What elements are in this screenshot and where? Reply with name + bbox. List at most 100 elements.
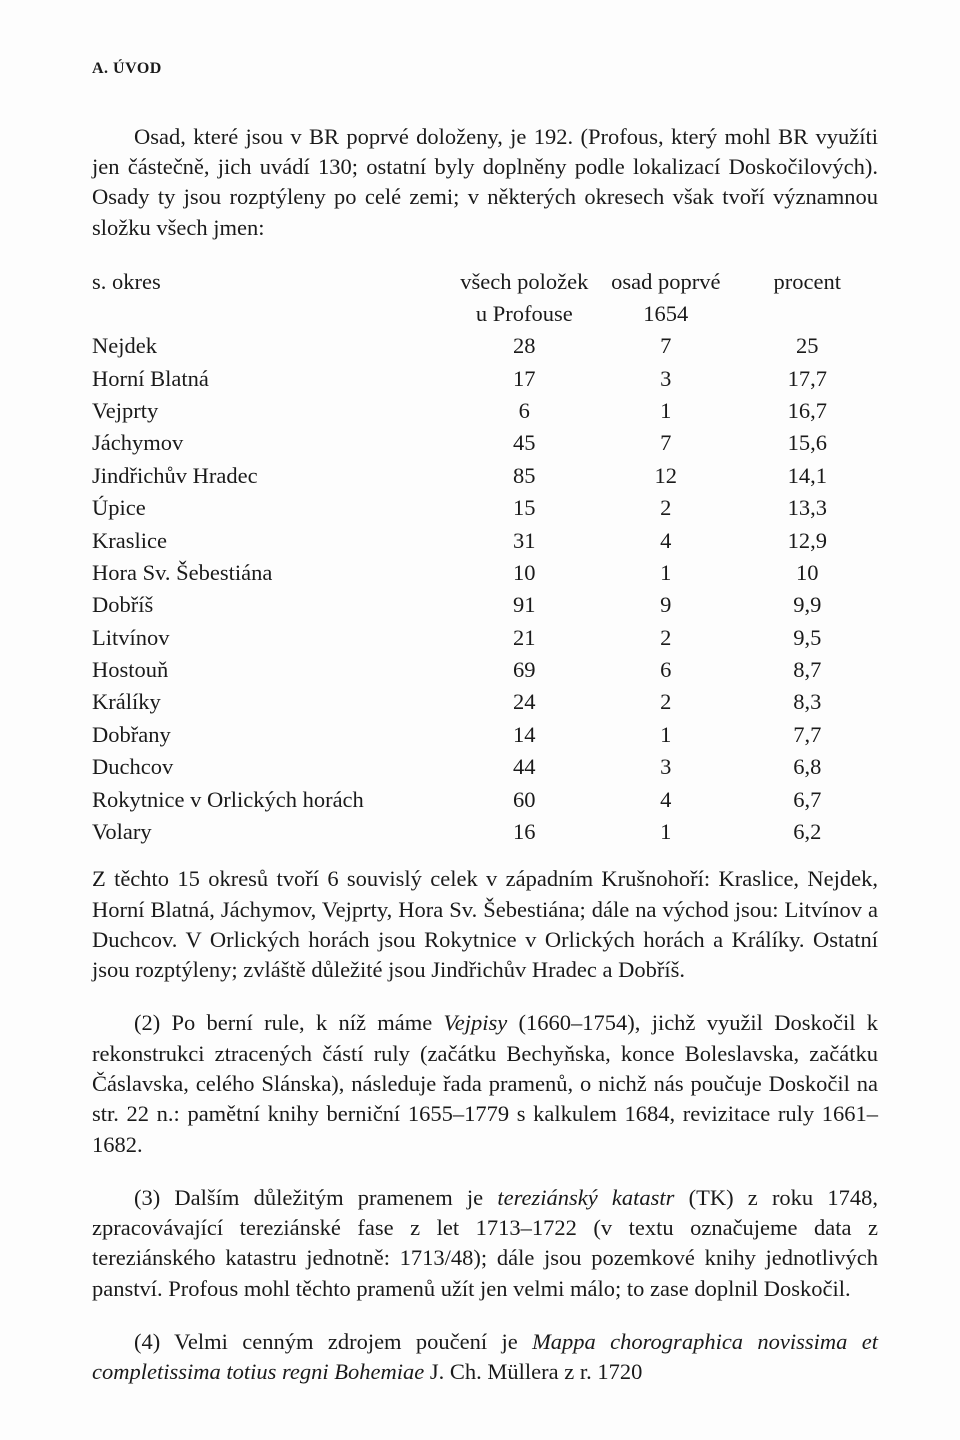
table-row: Hora Sv. Šebestiána10110 <box>92 557 878 589</box>
table-cell: 6 <box>595 654 736 686</box>
table-cell: Nejdek <box>92 330 454 362</box>
table-cell: 16 <box>454 816 595 848</box>
table-cell: 24 <box>454 686 595 718</box>
table-cell: 2 <box>595 492 736 524</box>
table-cell: 17,7 <box>737 363 879 395</box>
table-cell: 9 <box>595 589 736 621</box>
table-cell: Králíky <box>92 686 454 718</box>
p5-lead: (4) Velmi cenným zdrojem poučení je <box>134 1329 532 1354</box>
table-row: Nejdek28725 <box>92 330 878 362</box>
table-cell: 3 <box>595 363 736 395</box>
table-cell: 7,7 <box>737 719 879 751</box>
p3-italic: Vejpisy <box>444 1010 508 1035</box>
table-cell: Horní Blatná <box>92 363 454 395</box>
table-cell: 69 <box>454 654 595 686</box>
table-cell: 85 <box>454 460 595 492</box>
table-cell: 2 <box>595 622 736 654</box>
table-row: Rokytnice v Orlických horách6046,7 <box>92 784 878 816</box>
table-cell: 9,9 <box>737 589 879 621</box>
table-row: Jindřichův Hradec851214,1 <box>92 460 878 492</box>
table-cell: 6 <box>454 395 595 427</box>
table-cell: 6,2 <box>737 816 879 848</box>
table-cell: 12 <box>595 460 736 492</box>
table-cell: Hostouň <box>92 654 454 686</box>
p4-lead: (3) Dalším důležitým pramenem je <box>134 1185 497 1210</box>
okres-table: s. okres všech položek osad poprvé proce… <box>92 266 878 849</box>
table-cell: 7 <box>595 330 736 362</box>
table-cell: 21 <box>454 622 595 654</box>
table-cell: 13,3 <box>737 492 879 524</box>
table-cell: Dobříš <box>92 589 454 621</box>
p3-lead: (2) Po berní rule, k níž máme <box>134 1010 444 1035</box>
table-cell: 10 <box>737 557 879 589</box>
table-cell: 31 <box>454 525 595 557</box>
table-row: Dobřany1417,7 <box>92 719 878 751</box>
table-cell: Kraslice <box>92 525 454 557</box>
table-row: Vejprty6116,7 <box>92 395 878 427</box>
table-cell: 16,7 <box>737 395 879 427</box>
table-row: Králíky2428,3 <box>92 686 878 718</box>
table-row: Jáchymov45715,6 <box>92 427 878 459</box>
p4-italic: tereziánský katastr <box>497 1185 674 1210</box>
table-cell: 3 <box>595 751 736 783</box>
table-row: Litvínov2129,5 <box>92 622 878 654</box>
paragraph-3: (3) Dalším důležitým pramenem je tereziá… <box>92 1183 878 1305</box>
table-cell: 1 <box>595 816 736 848</box>
table-cell: 91 <box>454 589 595 621</box>
table-cell: 10 <box>454 557 595 589</box>
table-cell: Duchcov <box>92 751 454 783</box>
table-cell: 14 <box>454 719 595 751</box>
th-okres: s. okres <box>92 266 454 298</box>
th-profouse: u Profouse <box>454 298 595 330</box>
table-cell: 2 <box>595 686 736 718</box>
table-cell: 4 <box>595 525 736 557</box>
paragraph-intro: Osad, které jsou v BR poprvé doloženy, j… <box>92 122 878 244</box>
table-cell: Rokytnice v Orlických horách <box>92 784 454 816</box>
th-polozek: všech položek <box>454 266 595 298</box>
table-cell: 25 <box>737 330 879 362</box>
running-head: A. ÚVOD <box>92 58 878 80</box>
th-1654: 1654 <box>595 298 736 330</box>
table-cell: 6,8 <box>737 751 879 783</box>
table-row: Úpice15213,3 <box>92 492 878 524</box>
table-cell: 45 <box>454 427 595 459</box>
table-cell: 17 <box>454 363 595 395</box>
table-cell: 14,1 <box>737 460 879 492</box>
table-row: Dobříš9199,9 <box>92 589 878 621</box>
table-header-row-2: u Profouse 1654 <box>92 298 878 330</box>
table-row: Hostouň6968,7 <box>92 654 878 686</box>
paragraph-2: (2) Po berní rule, k níž máme Vejpisy (1… <box>92 1008 878 1160</box>
table-cell: Hora Sv. Šebestiána <box>92 557 454 589</box>
table-cell: 28 <box>454 330 595 362</box>
table-cell: 9,5 <box>737 622 879 654</box>
table-cell: 7 <box>595 427 736 459</box>
table-cell: 6,7 <box>737 784 879 816</box>
table-cell: 12,9 <box>737 525 879 557</box>
table-cell: Dobřany <box>92 719 454 751</box>
table-cell: Jindřichův Hradec <box>92 460 454 492</box>
table-cell: Volary <box>92 816 454 848</box>
table-cell: 44 <box>454 751 595 783</box>
table-cell: Litvínov <box>92 622 454 654</box>
table-cell: 8,7 <box>737 654 879 686</box>
table-cell: 15 <box>454 492 595 524</box>
table-row: Horní Blatná17317,7 <box>92 363 878 395</box>
paragraph-4: (4) Velmi cenným zdrojem poučení je Mapp… <box>92 1327 878 1388</box>
table-cell: 1 <box>595 719 736 751</box>
table-row: Duchcov4436,8 <box>92 751 878 783</box>
table-row: Volary1616,2 <box>92 816 878 848</box>
table-row: Kraslice31412,9 <box>92 525 878 557</box>
table-cell: 60 <box>454 784 595 816</box>
table-cell: Vejprty <box>92 395 454 427</box>
table-cell: 1 <box>595 557 736 589</box>
table-cell: 1 <box>595 395 736 427</box>
table-cell: Jáchymov <box>92 427 454 459</box>
table-cell: 8,3 <box>737 686 879 718</box>
paragraph-summary: Z těchto 15 okresů tvoří 6 souvislý cele… <box>92 864 878 986</box>
table-header-row-1: s. okres všech položek osad poprvé proce… <box>92 266 878 298</box>
th-procent: procent <box>737 266 879 298</box>
table-cell: 4 <box>595 784 736 816</box>
th-osad: osad poprvé <box>595 266 736 298</box>
p5-rest: J. Ch. Müllera z r. 1720 <box>424 1359 642 1384</box>
table-cell: Úpice <box>92 492 454 524</box>
